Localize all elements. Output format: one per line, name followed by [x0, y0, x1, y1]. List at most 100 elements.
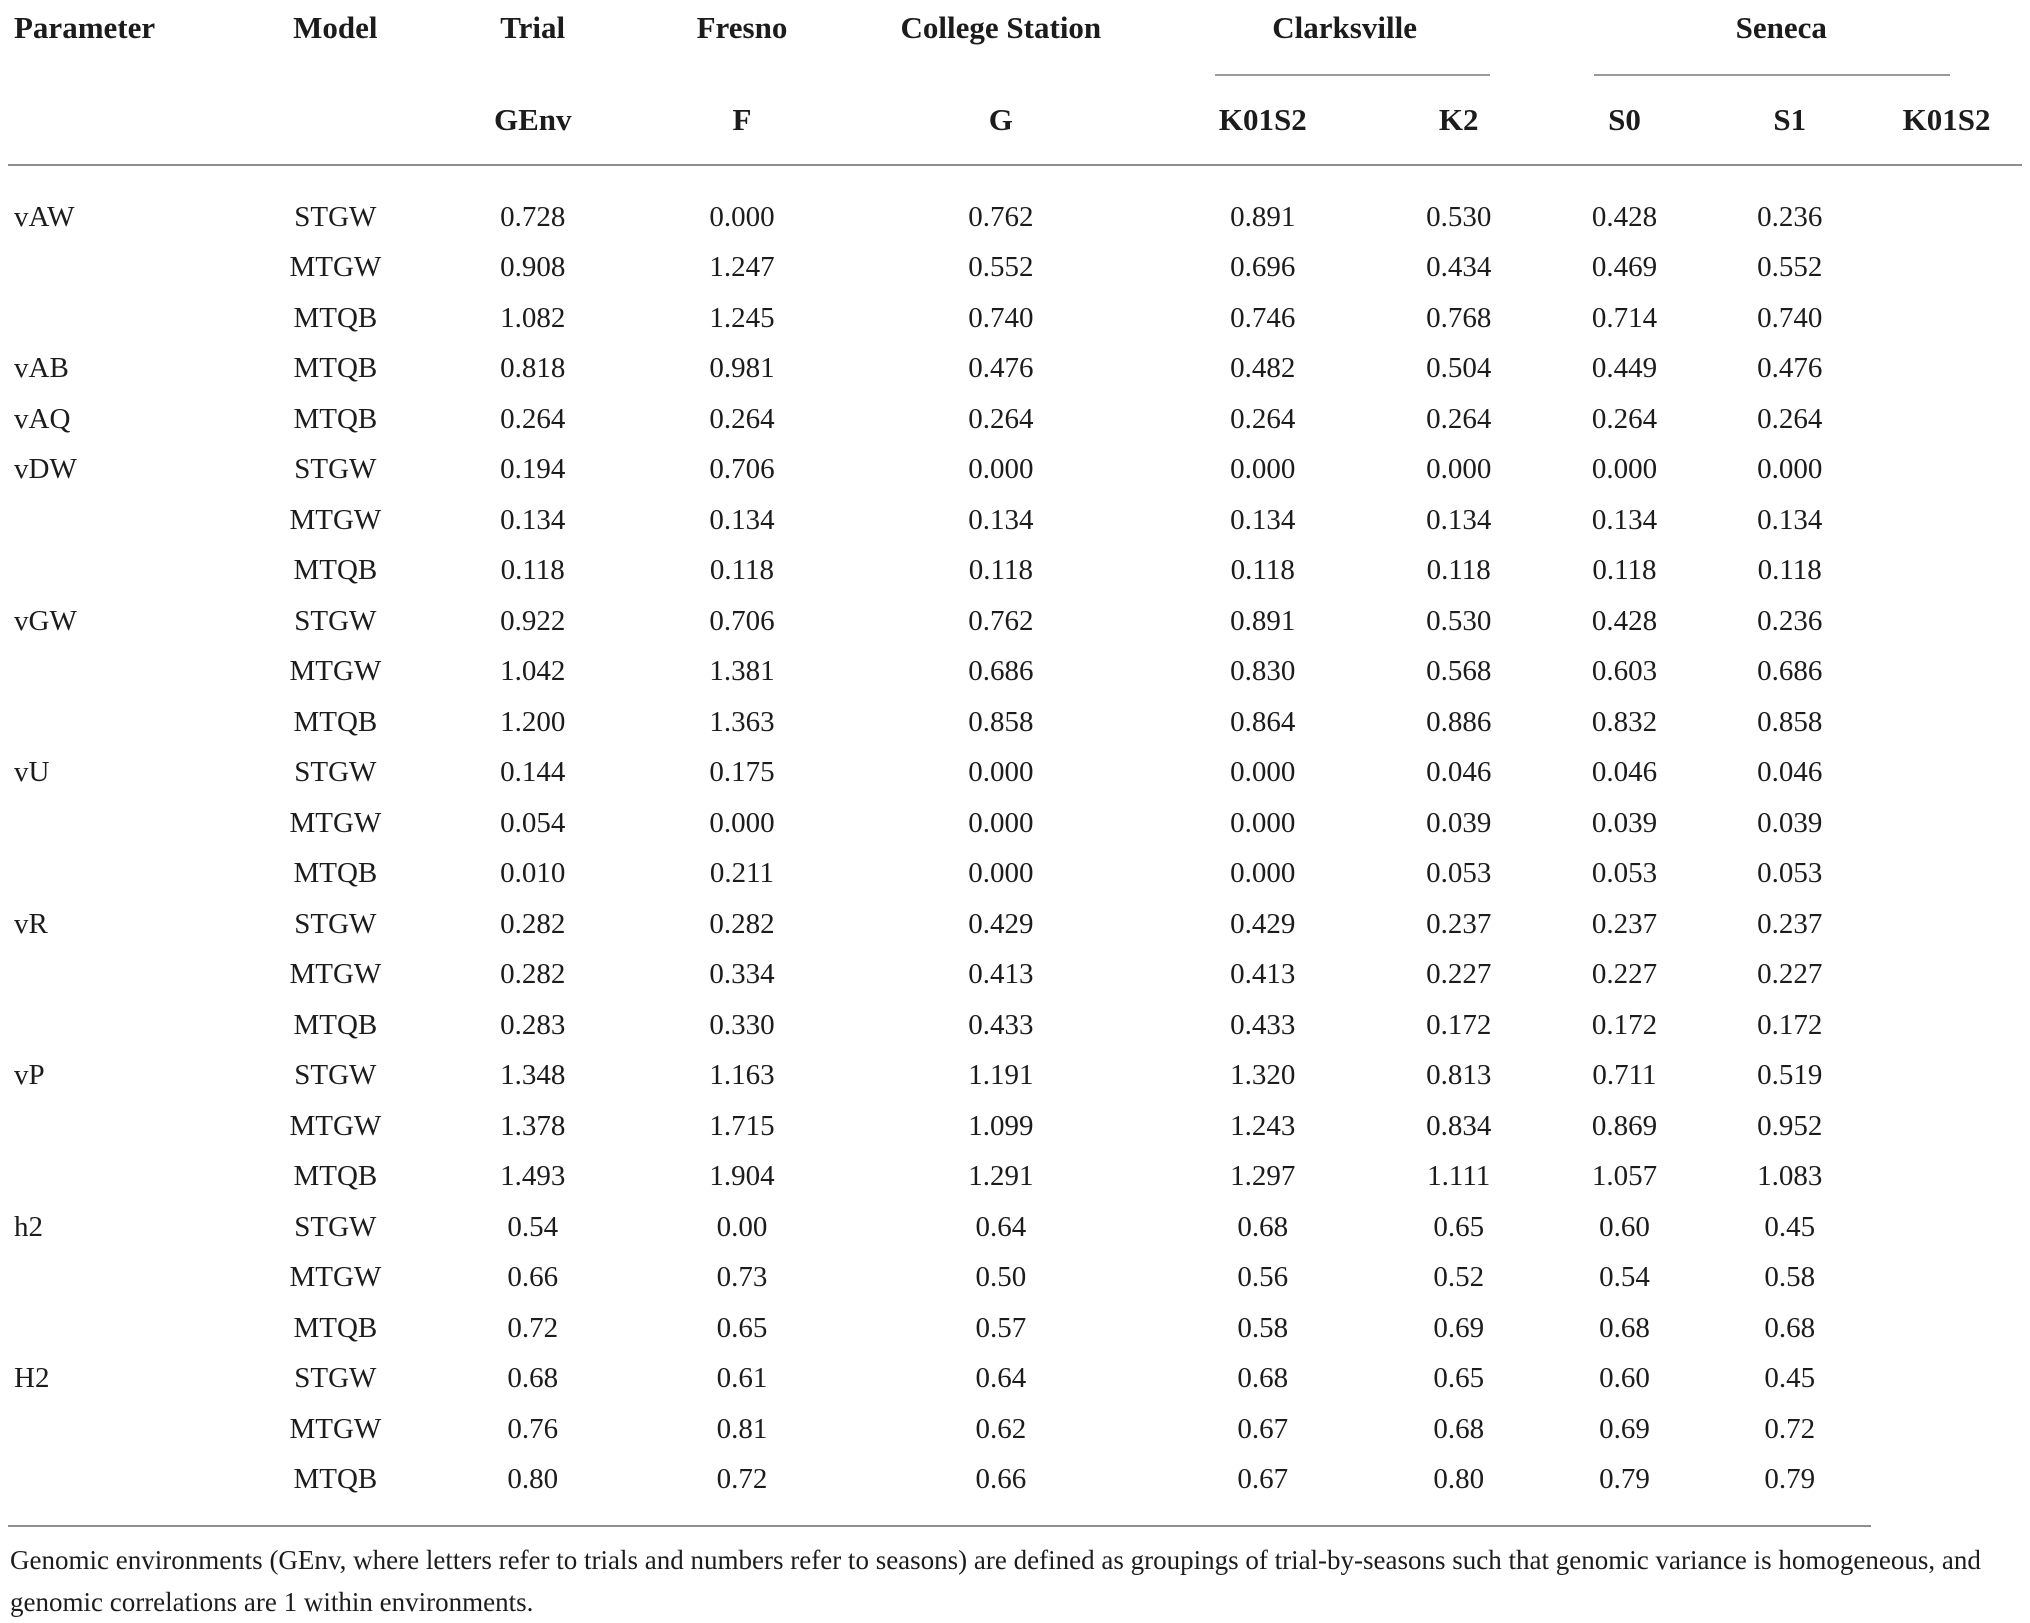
- value-cell: 0.72: [630, 1454, 854, 1527]
- value-cell: 1.715: [709, 1109, 775, 1142]
- parameter-cell: [8, 1303, 236, 1354]
- parameter-cell: [8, 1454, 237, 1527]
- table-row: MTGW 0.134 0.134 0.134 0.134 0.134 0.134 0.134: [8, 495, 2022, 546]
- value-cell: 0.264: [1757, 402, 1823, 435]
- value-cell: 0.211: [709, 857, 775, 890]
- value-cell: 0.433: [1230, 1008, 1296, 1041]
- model-cell: STGW: [294, 604, 377, 637]
- model-cell: MTQB: [293, 301, 378, 334]
- value-cell: 0.686: [1757, 655, 1823, 688]
- value-cell: 0.864: [1230, 705, 1296, 738]
- value-cell: 0.76: [507, 1412, 559, 1445]
- parameter-cell: vR: [14, 907, 48, 940]
- value-cell: 0.696: [1230, 251, 1296, 284]
- col-subheader-k2: K2: [1376, 76, 1541, 166]
- model-cell: MTQB: [293, 352, 378, 385]
- parameter-cell: [8, 849, 236, 900]
- value-cell: 0.58: [1237, 1311, 1289, 1344]
- value-cell: 0.60: [1599, 1210, 1650, 1243]
- value-cell: 0.65: [1433, 1210, 1485, 1243]
- value-cell: 0.282: [500, 907, 566, 940]
- parameter-cell: [8, 1404, 236, 1455]
- value-cell: 0.56: [1237, 1261, 1289, 1294]
- model-cell: MTGW: [289, 1109, 382, 1142]
- value-cell: 0.858: [968, 705, 1034, 738]
- table-row: MTQB 0.118 0.118 0.118 0.118 0.118 0.118 0.118: [8, 546, 2022, 597]
- value-cell: 0.172: [1426, 1008, 1492, 1041]
- value-cell: 0.000: [1591, 453, 1658, 486]
- table-row: vU STGW 0.144 0.175 0.000 0.000 0.046 0.046 0.04…: [8, 748, 2022, 799]
- value-cell: 0.552: [1757, 251, 1823, 284]
- col-header-trial: Trial: [500, 10, 566, 45]
- model-cell: MTQB: [293, 1008, 378, 1041]
- value-cell: 0.73: [716, 1261, 768, 1294]
- value-cell: 0.68: [1599, 1311, 1650, 1344]
- parameter-cell: [8, 546, 236, 597]
- value-cell: 0.762: [968, 200, 1034, 233]
- col-subheader-k01s2-2: K01S2: [1871, 76, 2022, 166]
- value-cell: 0.869: [1591, 1109, 1658, 1142]
- value-cell: 0.830: [1230, 655, 1296, 688]
- value-cell: 0.046: [1426, 756, 1492, 789]
- parameter-cell: vDW: [14, 453, 77, 486]
- value-cell: 0.428: [1591, 604, 1658, 637]
- parameter-cell: [8, 697, 236, 748]
- value-cell: 0.046: [1591, 756, 1658, 789]
- value-cell: 1.297: [1230, 1160, 1296, 1193]
- value-cell: 0.053: [1757, 857, 1823, 890]
- value-cell: 1.163: [709, 1059, 775, 1092]
- col-group-clarksville: Clarksville: [1149, 6, 1541, 76]
- col-header-college-station: College Station: [900, 10, 1102, 45]
- value-cell: 0.66: [853, 1454, 1149, 1527]
- col-subheader-f: F: [630, 76, 854, 166]
- value-cell: 0.711: [1592, 1059, 1657, 1092]
- table-row: MTQB 0.010 0.211 0.000 0.000 0.053 0.053 0.053: [8, 849, 2022, 900]
- value-cell: 0.886: [1426, 705, 1492, 738]
- parameter-cell: [8, 1101, 236, 1152]
- value-cell: 1.191: [968, 1059, 1034, 1092]
- value-cell: 0.000: [1230, 453, 1296, 486]
- empty-header-cell: [236, 76, 435, 166]
- value-cell: 0.72: [1764, 1412, 1816, 1445]
- value-cell: 0.706: [709, 453, 775, 486]
- value-cell: 0.714: [1591, 301, 1658, 334]
- value-cell: 0.603: [1591, 655, 1658, 688]
- value-cell: 0.236: [1757, 200, 1823, 233]
- value-cell: 0.66: [507, 1261, 559, 1294]
- table-row: MTQB 1.200 1.363 0.858 0.864 0.886 0.832 0.858: [8, 697, 2022, 748]
- model-cell: MTGW: [289, 1412, 382, 1445]
- table-row: H2 STGW 0.68 0.61 0.64 0.68 0.65 0.60 0.45: [8, 1354, 2022, 1405]
- clarksville-group-label: Clarksville: [1272, 10, 1417, 45]
- value-cell: 1.111: [1427, 1160, 1491, 1193]
- parameter-cell: vAQ: [14, 402, 71, 435]
- parameter-cell: [8, 243, 236, 294]
- value-cell: 0.433: [968, 1008, 1034, 1041]
- value-cell: 0.858: [1757, 705, 1823, 738]
- model-cell: MTGW: [289, 503, 382, 536]
- header-row-1: Parameter Model Trial Fresno College Sta…: [8, 6, 2022, 76]
- table-row: MTGW 1.042 1.381 0.686 0.830 0.568 0.603 0.686: [8, 647, 2022, 698]
- model-cell: STGW: [294, 453, 377, 486]
- model-cell: STGW: [294, 907, 377, 940]
- value-cell: 1.200: [500, 705, 566, 738]
- model-cell: MTQB: [293, 1160, 378, 1193]
- model-cell: MTGW: [289, 655, 382, 688]
- value-cell: 0.175: [709, 756, 775, 789]
- table-row: MTGW 0.66 0.73 0.50 0.56 0.52 0.54 0.58: [8, 1253, 2022, 1304]
- col-subheader-genv: GEnv: [434, 76, 631, 166]
- clarksville-group-rule: [1215, 74, 1490, 76]
- model-cell: STGW: [294, 1059, 377, 1092]
- value-cell: 1.493: [500, 1160, 566, 1193]
- value-cell: 1.042: [500, 655, 566, 688]
- value-cell: 0.57: [975, 1311, 1027, 1344]
- value-cell: 0.428: [1591, 200, 1658, 233]
- seneca-group-rule: [1593, 74, 1950, 76]
- value-cell: 0.429: [968, 907, 1034, 940]
- table-footnote: Genomic environments (GEnv, where letter…: [10, 1545, 1981, 1617]
- value-cell: 0.61: [716, 1362, 768, 1395]
- value-cell: 0.000: [709, 200, 775, 233]
- value-cell: 0.118: [709, 554, 775, 587]
- value-cell: 0.00: [716, 1210, 768, 1243]
- model-cell: MTQB: [293, 402, 378, 435]
- value-cell: 0.144: [500, 756, 566, 789]
